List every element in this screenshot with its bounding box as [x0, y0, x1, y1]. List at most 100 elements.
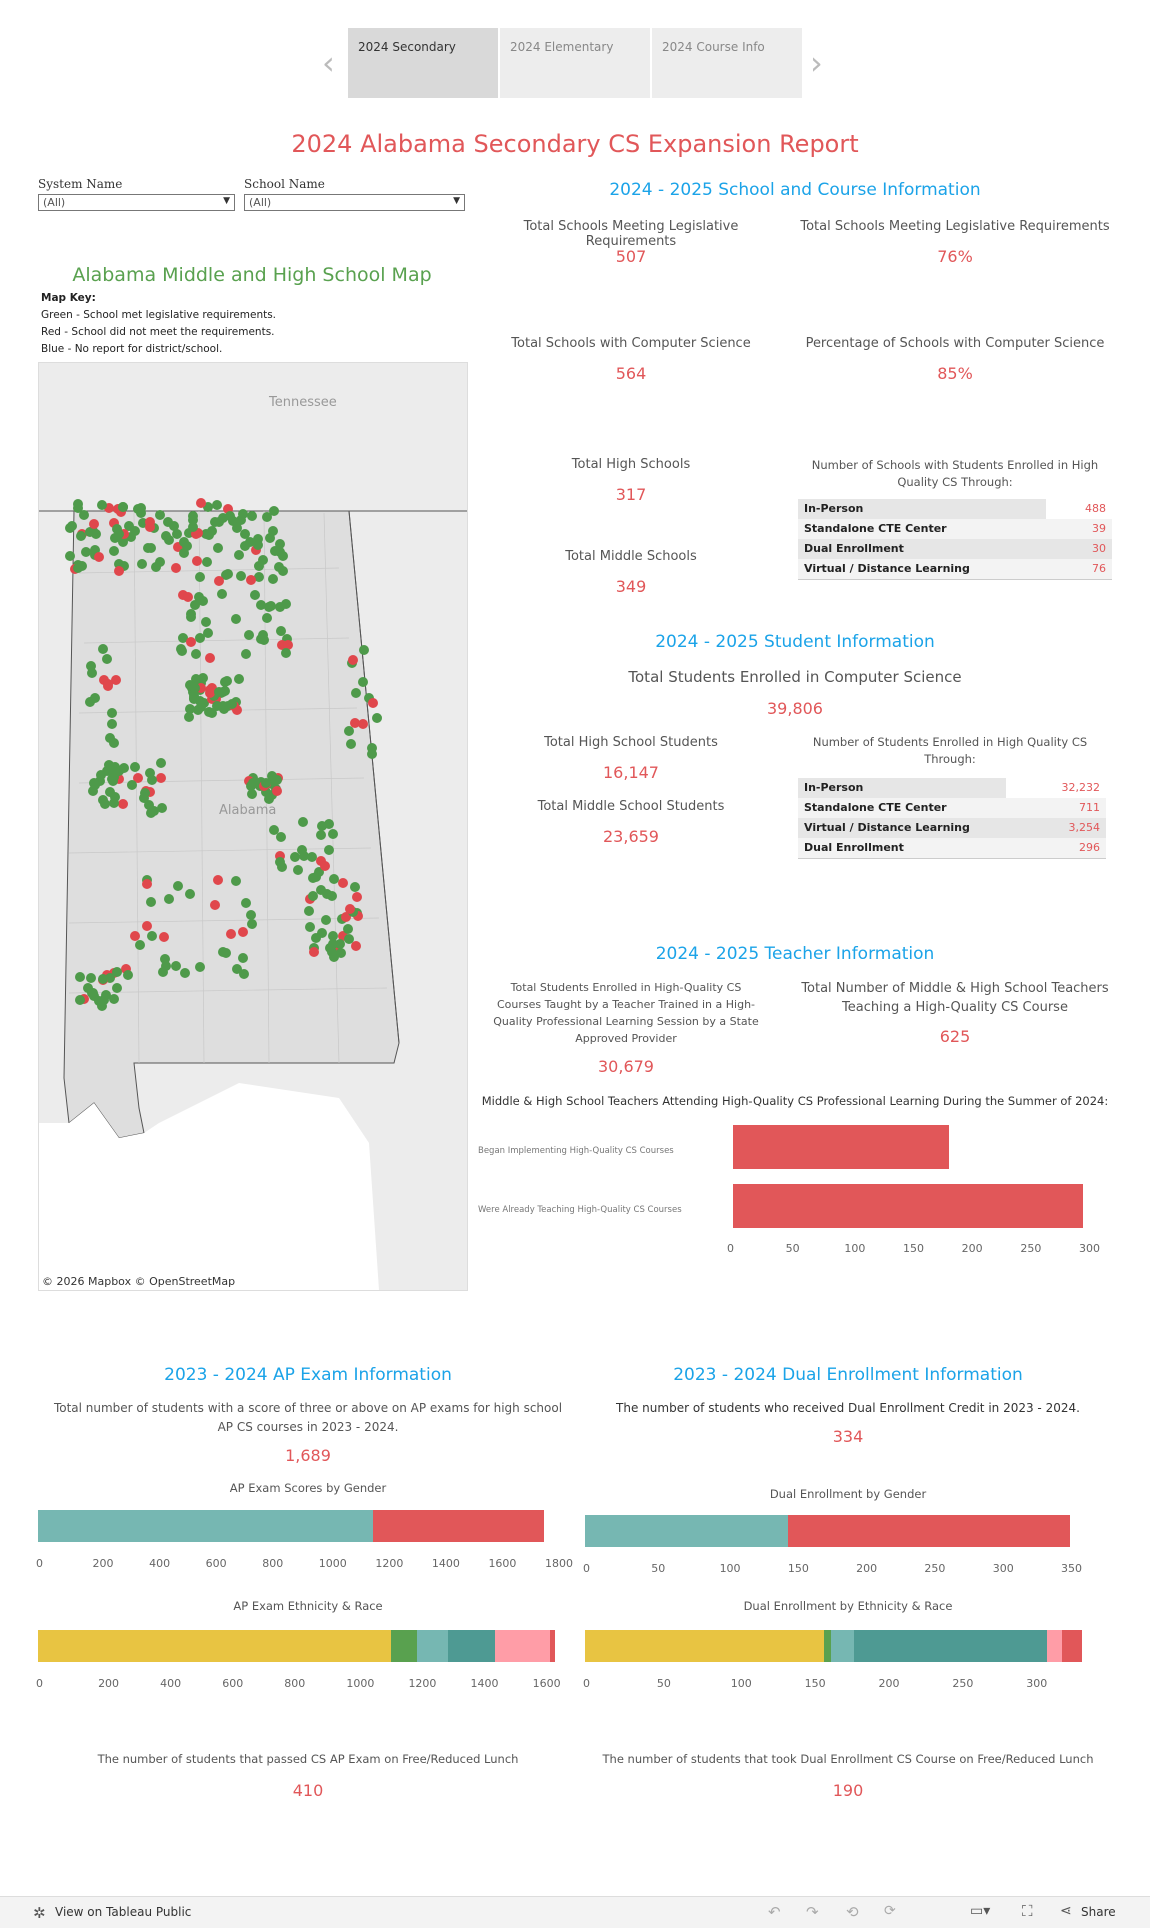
school-dot[interactable]	[359, 645, 369, 655]
school-dot[interactable]	[192, 556, 202, 566]
bar-segment[interactable]	[1047, 1630, 1063, 1662]
table-row[interactable]: Dual Enrollment 296	[798, 838, 1106, 859]
school-dot[interactable]	[201, 617, 211, 627]
school-dot[interactable]	[194, 592, 204, 602]
school-dot[interactable]	[259, 635, 269, 645]
school-dot[interactable]	[225, 511, 235, 521]
bar-segment[interactable]	[853, 1630, 1048, 1662]
school-dot[interactable]	[341, 912, 351, 922]
school-dot[interactable]	[155, 557, 165, 567]
bar-segment[interactable]	[495, 1630, 551, 1662]
school-dot[interactable]	[232, 964, 242, 974]
school-dot[interactable]	[228, 516, 238, 526]
school-dot[interactable]	[328, 931, 338, 941]
school-dot[interactable]	[145, 522, 155, 532]
school-dot[interactable]	[231, 876, 241, 886]
school-dot[interactable]	[264, 794, 274, 804]
school-dot[interactable]	[205, 688, 215, 698]
school-dot[interactable]	[121, 964, 131, 974]
school-dot[interactable]	[338, 878, 348, 888]
school-dot[interactable]	[116, 507, 126, 517]
school-dot[interactable]	[142, 921, 152, 931]
school-dot[interactable]	[185, 889, 195, 899]
school-dot[interactable]	[358, 677, 368, 687]
school-dot[interactable]	[261, 778, 271, 788]
school-dot[interactable]	[114, 774, 124, 784]
school-dot[interactable]	[81, 547, 91, 557]
school-dot[interactable]	[327, 891, 337, 901]
school-dot[interactable]	[156, 773, 166, 783]
school-dot[interactable]	[102, 766, 112, 776]
school-dot[interactable]	[266, 601, 276, 611]
school-dot[interactable]	[193, 528, 203, 538]
school-dot[interactable]	[118, 502, 128, 512]
bar-segment[interactable]	[372, 1510, 545, 1542]
school-dot[interactable]	[89, 519, 99, 529]
table-row[interactable]: Virtual / Distance Learning 76	[798, 559, 1112, 580]
school-dot[interactable]	[109, 738, 119, 748]
school-dot[interactable]	[124, 521, 134, 531]
school-dot[interactable]	[65, 523, 75, 533]
school-dot[interactable]	[328, 939, 338, 949]
fullscreen-icon[interactable]: ⛶	[1022, 1902, 1033, 1920]
school-dot[interactable]	[198, 673, 208, 683]
school-dot[interactable]	[190, 600, 200, 610]
school-dot[interactable]	[261, 787, 271, 797]
school-dot[interactable]	[328, 829, 338, 839]
school-dot[interactable]	[119, 763, 129, 773]
school-dot[interactable]	[130, 762, 140, 772]
school-dot[interactable]	[268, 574, 278, 584]
school-dot[interactable]	[103, 679, 113, 689]
school-dot[interactable]	[190, 683, 200, 693]
school-dot[interactable]	[210, 900, 220, 910]
school-dot[interactable]	[275, 851, 285, 861]
school-dot[interactable]	[262, 512, 272, 522]
school-dot[interactable]	[126, 532, 136, 542]
school-dot[interactable]	[75, 995, 85, 1005]
school-dot[interactable]	[253, 534, 263, 544]
school-dot[interactable]	[109, 994, 119, 1004]
school-dot[interactable]	[160, 954, 170, 964]
school-dot[interactable]	[195, 633, 205, 643]
school-dot[interactable]	[227, 699, 237, 709]
school-dot[interactable]	[281, 599, 291, 609]
school-dot[interactable]	[269, 825, 279, 835]
school-dot[interactable]	[240, 541, 250, 551]
school-dot[interactable]	[290, 852, 300, 862]
tab-2024-secondary[interactable]: 2024 Secondary	[348, 28, 498, 98]
school-dot[interactable]	[351, 688, 361, 698]
school-dot[interactable]	[202, 557, 212, 567]
school-dot[interactable]	[109, 798, 119, 808]
school-dot[interactable]	[88, 786, 98, 796]
school-dot[interactable]	[104, 760, 114, 770]
school-dot[interactable]	[262, 613, 272, 623]
school-dot[interactable]	[220, 686, 230, 696]
school-dot[interactable]	[352, 892, 362, 902]
school-dot[interactable]	[324, 845, 334, 855]
school-dot[interactable]	[277, 640, 287, 650]
school-dot[interactable]	[98, 795, 108, 805]
school-dot[interactable]	[79, 510, 89, 520]
school-dot[interactable]	[254, 561, 264, 571]
school-dot[interactable]	[155, 510, 165, 520]
school-dot[interactable]	[127, 780, 137, 790]
school-dot[interactable]	[344, 726, 354, 736]
school-dot[interactable]	[351, 941, 361, 951]
table-row[interactable]: Virtual / Distance Learning 3,254	[798, 818, 1106, 838]
school-dot[interactable]	[142, 879, 152, 889]
school-dot[interactable]	[201, 529, 211, 539]
school-dot[interactable]	[239, 969, 249, 979]
school-dot[interactable]	[251, 545, 261, 555]
school-dot[interactable]	[282, 634, 292, 644]
school-dot[interactable]	[130, 931, 140, 941]
school-dot[interactable]	[172, 529, 182, 539]
school-dot[interactable]	[244, 630, 254, 640]
view-on-tableau-link[interactable]: View on Tableau Public	[55, 1905, 192, 1919]
school-dot[interactable]	[138, 518, 148, 528]
school-dot[interactable]	[186, 637, 196, 647]
school-dot[interactable]	[203, 628, 213, 638]
school-dot[interactable]	[75, 972, 85, 982]
school-dot[interactable]	[207, 526, 217, 536]
school-dot[interactable]	[73, 503, 83, 513]
school-dot[interactable]	[143, 543, 153, 553]
